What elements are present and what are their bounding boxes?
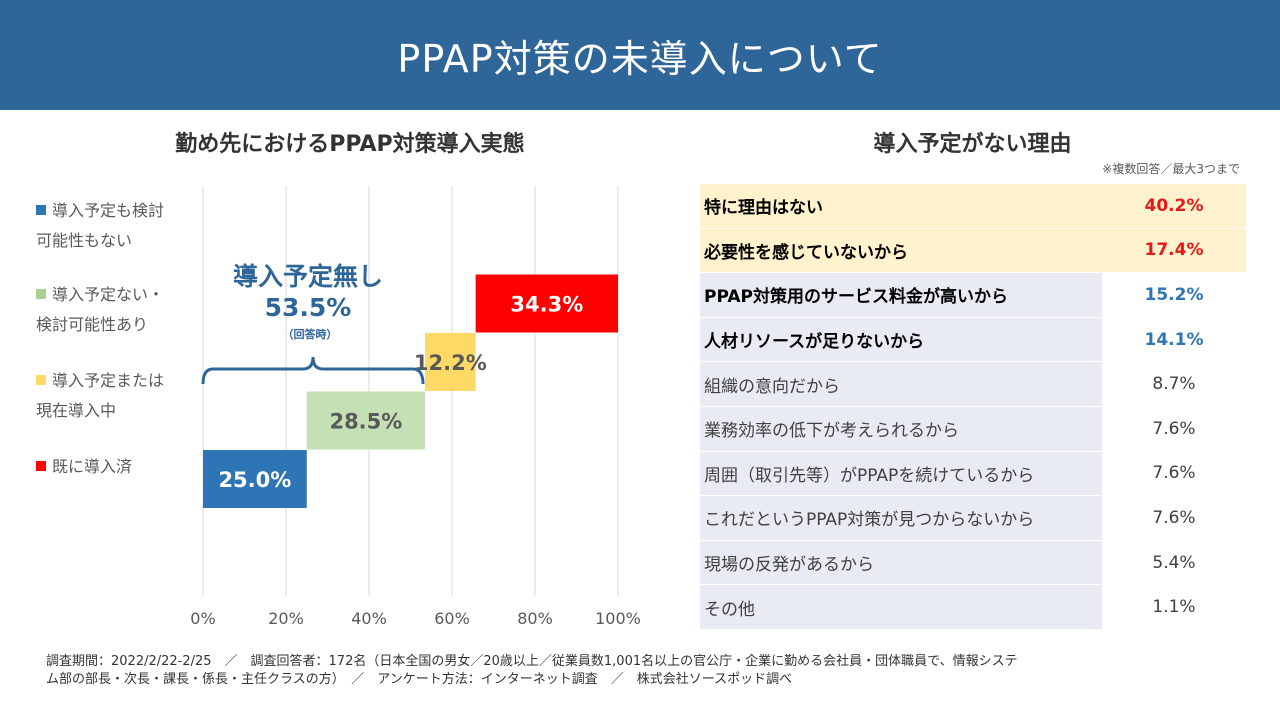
legend-item-done: 既に導入済 bbox=[36, 452, 132, 482]
reason-value: 7.6% bbox=[1102, 451, 1246, 497]
legend-swatch-blue bbox=[36, 204, 46, 215]
x-tick-label: 20% bbox=[268, 609, 304, 628]
legend-item-possible: 導入予定ない・ 検討可能性あり bbox=[36, 280, 164, 340]
legend-label: 既に導入済 bbox=[52, 457, 133, 476]
legend-label: 可能性もない bbox=[36, 231, 133, 250]
reasons-note: ※複数回答／最大3つまで bbox=[1102, 162, 1240, 176]
reason-label: これだというPPAP対策が見つからないから bbox=[700, 495, 1102, 541]
reason-value: 17.4% bbox=[1102, 228, 1246, 274]
legend-label: 導入予定も検討 bbox=[52, 201, 165, 220]
footnote-line: ム部の部長・次長・課長・係長・主任クラスの方） ／ アンケート方法：インターネッ… bbox=[46, 672, 793, 687]
annotation-subtext: （回答時） bbox=[283, 327, 338, 341]
legend-item-planned: 導入予定または 現在導入中 bbox=[36, 366, 164, 426]
bar-data-label: 25.0% bbox=[218, 468, 291, 492]
reason-row: 業務効率の低下が考えられるから 7.6% bbox=[700, 406, 1246, 452]
bracket-shape bbox=[201, 356, 425, 385]
reasons-table: 特に理由はない 40.2% 必要性を感じていないから 17.4% PPAP対策用のサービ… bbox=[700, 184, 1246, 630]
footnote-line: 調査期間：2022/2/22-2/25 ／ 調査回答者：172名（日本全国の男女… bbox=[46, 654, 1018, 669]
reason-row: 必要性を感じていないから 17.4% bbox=[700, 228, 1246, 274]
bar-data-label: 34.3% bbox=[510, 293, 583, 317]
annotation-value: 53.5% bbox=[265, 293, 352, 322]
bar-segment bbox=[425, 333, 476, 391]
reason-label: PPAP対策用のサービス料金が高いから bbox=[700, 272, 1102, 318]
survey-footnote: 調査期間：2022/2/22-2/25 ／ 調査回答者：172名（日本全国の男女… bbox=[46, 653, 1236, 689]
reason-value: 14.1% bbox=[1102, 317, 1246, 363]
page-title: PPAP対策の未導入について bbox=[397, 36, 883, 81]
reason-label: 特に理由はない bbox=[700, 184, 1102, 229]
reason-row: 組織の意向だから 8.7% bbox=[700, 361, 1246, 407]
reason-label: 現場の反発があるから bbox=[700, 540, 1102, 586]
bar-data-label: 28.5% bbox=[329, 410, 402, 434]
reason-label: その他 bbox=[700, 584, 1102, 630]
reason-value: 1.1% bbox=[1102, 584, 1246, 630]
x-tick-label: 0% bbox=[190, 609, 215, 628]
reason-row: その他 1.1% bbox=[700, 584, 1246, 630]
bar-data-label: 12.2% bbox=[414, 351, 487, 375]
reason-label: 人材リソースが足りないから bbox=[700, 317, 1102, 363]
reason-row: PPAP対策用のサービス料金が高いから 15.2% bbox=[700, 272, 1246, 318]
reason-row: 人材リソースが足りないから 14.1% bbox=[700, 317, 1246, 363]
bars: 25.0% 28.5% 12.2% 34.3% bbox=[203, 274, 618, 508]
reason-value: 8.7% bbox=[1102, 361, 1246, 407]
legend-label: 検討可能性あり bbox=[36, 315, 149, 334]
x-tick-label: 40% bbox=[351, 609, 387, 628]
gridlines bbox=[202, 186, 619, 596]
reason-value: 40.2% bbox=[1102, 184, 1246, 229]
legend-swatch-green bbox=[36, 288, 46, 299]
reason-row: 特に理由はない 40.2% bbox=[700, 184, 1246, 229]
x-tick-label: 80% bbox=[517, 609, 553, 628]
x-tick-label: 60% bbox=[434, 609, 470, 628]
bar-segment bbox=[306, 391, 426, 450]
x-axis-ticks: 0% 20% 40% 60% 80% 100% bbox=[190, 609, 641, 628]
reason-value: 5.4% bbox=[1102, 540, 1246, 586]
reason-row: 周囲（取引先等）がPPAPを続けているから 7.6% bbox=[700, 451, 1246, 497]
reason-row: 現場の反発があるから 5.4% bbox=[700, 540, 1246, 586]
reason-value: 7.6% bbox=[1102, 495, 1246, 541]
reason-row: これだというPPAP対策が見つからないから 7.6% bbox=[700, 495, 1246, 541]
reasons-title: 導入予定がない理由 bbox=[873, 132, 1072, 157]
legend-swatch-yellow bbox=[36, 374, 46, 385]
reason-label: 組織の意向だから bbox=[700, 361, 1102, 407]
legend-swatch-red bbox=[36, 460, 46, 471]
annotation-title: 導入予定無し bbox=[233, 262, 383, 291]
x-tick-label: 100% bbox=[595, 609, 641, 628]
legend-label: 導入予定ない・ bbox=[52, 285, 165, 304]
header-banner: PPAP対策の未導入について bbox=[0, 0, 1280, 110]
legend-item-none: 導入予定も検討 可能性もない bbox=[36, 196, 164, 256]
bar-segment bbox=[203, 450, 307, 508]
chart-title: 勤め先におけるPPAP対策導入実態 bbox=[175, 132, 525, 157]
reason-label: 周囲（取引先等）がPPAPを続けているから bbox=[700, 451, 1102, 497]
reason-value: 15.2% bbox=[1102, 272, 1246, 318]
reason-label: 業務効率の低下が考えられるから bbox=[700, 406, 1102, 452]
legend-label: 現在導入中 bbox=[36, 401, 117, 420]
reason-value: 7.6% bbox=[1102, 406, 1246, 452]
reason-label: 必要性を感じていないから bbox=[700, 228, 1102, 274]
legend-label: 導入予定または bbox=[52, 371, 165, 390]
bar-segment bbox=[475, 274, 618, 333]
